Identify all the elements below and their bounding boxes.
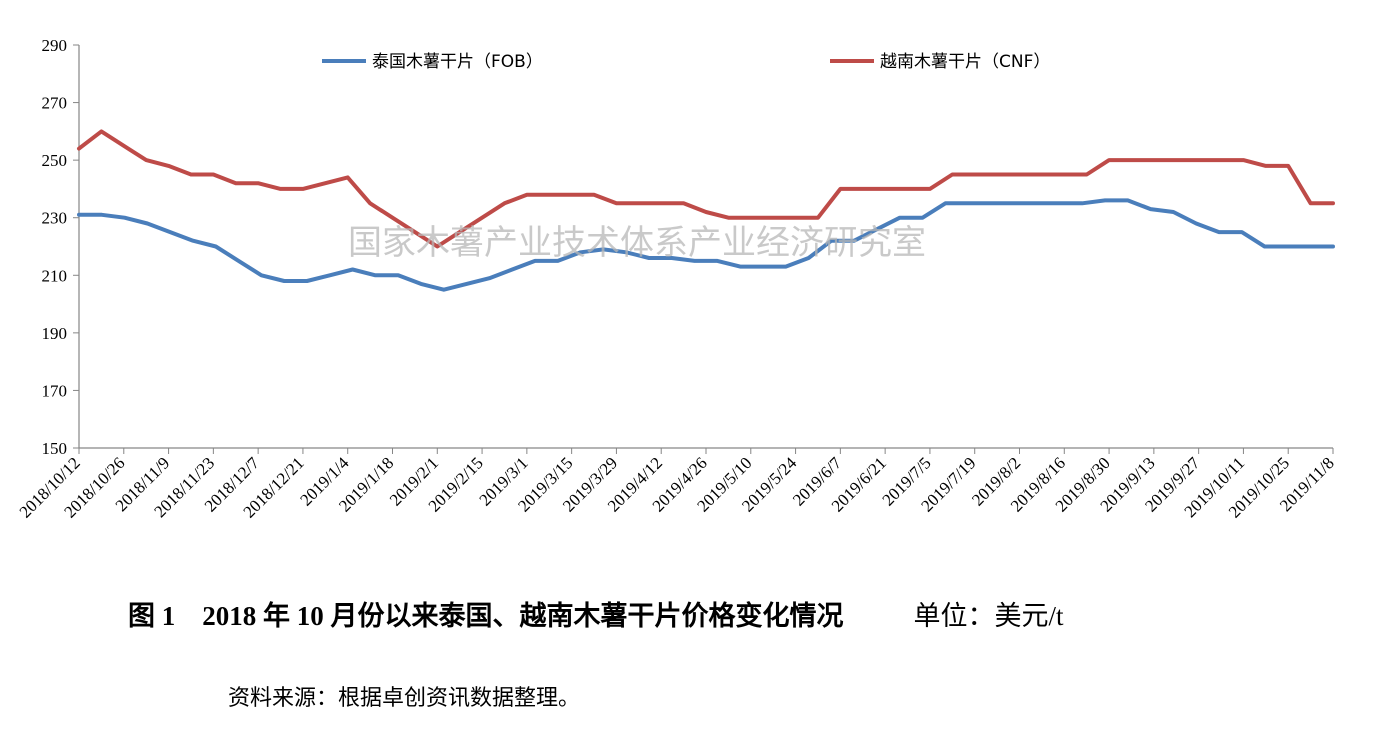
watermark-text: 国家木薯产业技术体系产业经济研究室 xyxy=(348,223,926,263)
y-tick-label: 250 xyxy=(42,151,68,170)
series-lines xyxy=(77,129,1335,292)
y-tick-label: 290 xyxy=(42,36,68,55)
thailand-series-line xyxy=(77,198,1335,292)
vietnam-series-line xyxy=(77,129,1335,249)
y-tick-label: 210 xyxy=(42,266,68,285)
price-line-chart: 150 170 190 210 230 250 270 290 2018/10/122018/… xyxy=(16,36,1338,522)
y-tick-label: 190 xyxy=(42,324,68,343)
legend: 泰国木薯干片（FOB） 越南木薯干片（CNF） xyxy=(322,52,1050,72)
y-tick-label: 230 xyxy=(42,209,68,228)
y-tick-label: 150 xyxy=(42,439,68,458)
y-tick-label: 170 xyxy=(42,381,68,400)
figure-caption: 图 1 2018 年 10 月份以来泰国、越南木薯干片价格变化情况 单位：美元/t xyxy=(128,594,1064,633)
source-note: 资料来源：根据卓创资讯数据整理。 xyxy=(228,686,581,711)
chart-axes xyxy=(73,44,1334,454)
y-tick-label: 270 xyxy=(42,94,68,113)
caption-unit: 单位：美元/t xyxy=(913,601,1064,631)
legend-label: 泰国木薯干片（FOB） xyxy=(372,52,543,72)
x-axis-labels: 2018/10/122018/10/262018/11/92018/11/232… xyxy=(16,453,1338,522)
y-axis-labels: 150 170 190 210 230 250 270 290 xyxy=(42,36,68,458)
legend-label: 越南木薯干片（CNF） xyxy=(880,52,1050,72)
caption-title: 图 1 2018 年 10 月份以来泰国、越南木薯干片价格变化情况 xyxy=(128,601,844,631)
